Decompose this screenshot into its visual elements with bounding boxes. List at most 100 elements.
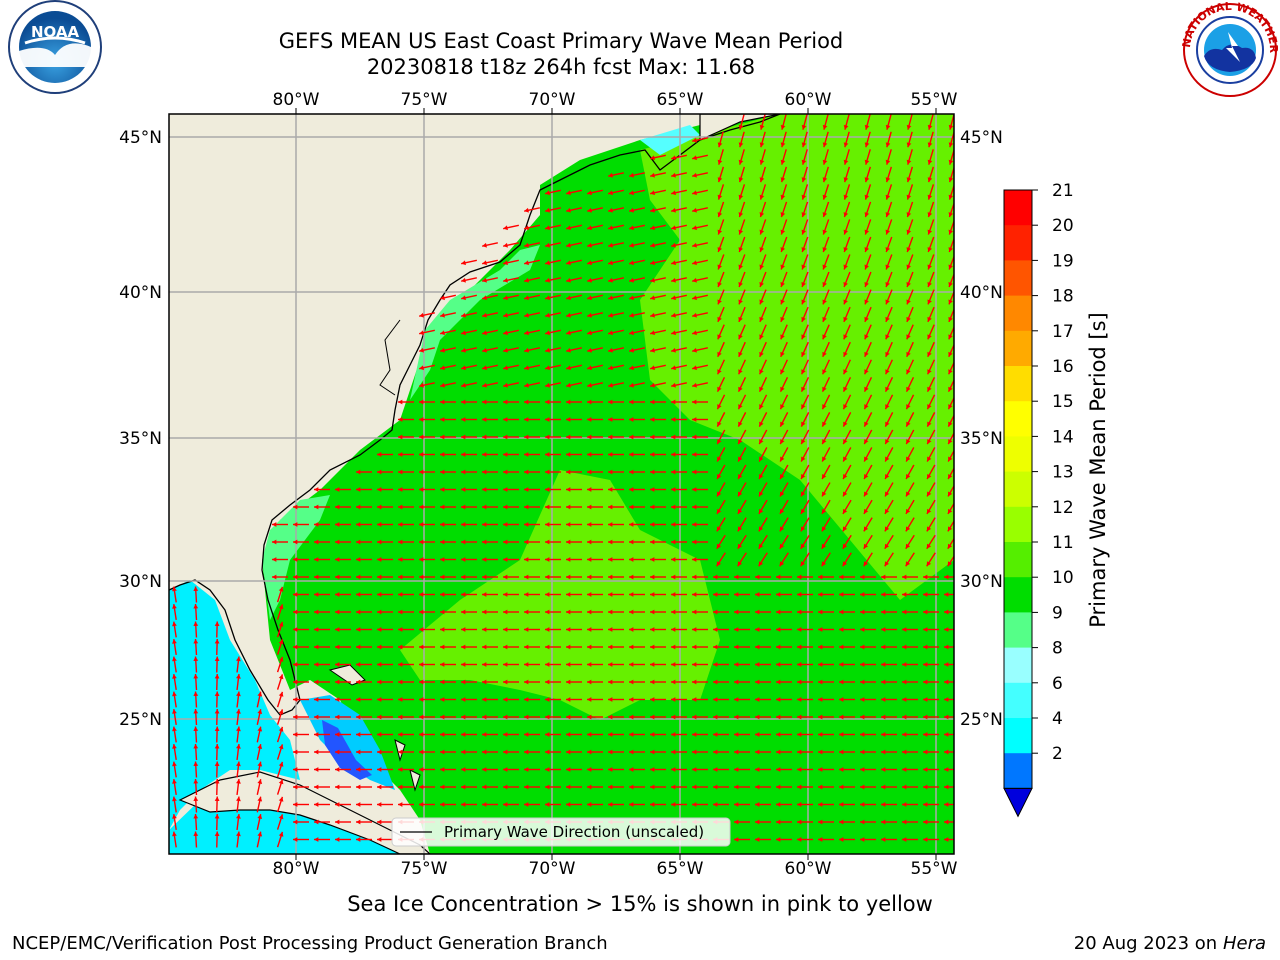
wave-arrow-head (902, 627, 907, 632)
wave-arrow-head (671, 207, 676, 213)
wave-arrow-head (314, 749, 319, 755)
wave-arrow-head (801, 316, 806, 322)
wave-arrow-head (864, 159, 870, 165)
wave-arrow-head (738, 264, 743, 270)
wave-arrow-head (524, 557, 529, 562)
wave-arrow-head (797, 679, 802, 685)
wave-arrow-head (293, 644, 298, 650)
wave-arrow-head (629, 242, 634, 248)
wave-arrow-head (734, 592, 739, 597)
wave-arrow-head (172, 586, 177, 592)
wave-arrow-head (818, 819, 823, 825)
wave-arrow-head (927, 194, 933, 200)
wave-arrow-head (257, 744, 263, 749)
map-frame (168, 113, 955, 855)
wave-arrow-head (860, 592, 865, 597)
wave-arrow-head (172, 674, 177, 679)
wave-arrow-head (377, 522, 382, 527)
wave-arrow-head (717, 491, 722, 497)
wave-arrow-head (881, 574, 886, 580)
wave-arrow-head (923, 837, 928, 842)
wave-arrow-head (356, 784, 361, 790)
wave-arrow-head (758, 526, 764, 532)
wave-arrow-head (948, 369, 953, 375)
wave-arrow-head (671, 487, 676, 492)
wave-arrow-head (440, 574, 445, 580)
wave-arrow-head (860, 732, 865, 737)
wave-arrow-head (524, 207, 529, 213)
wave-arrow-head (905, 561, 911, 567)
wave-arrow-head (864, 212, 870, 218)
wave-arrow-head (944, 609, 949, 615)
wave-arrow-head (566, 644, 571, 650)
wave-arrow-head (692, 522, 697, 527)
wave-arrow-head (257, 831, 263, 837)
wave-arrow-head (214, 796, 220, 801)
wave-arrow-head (377, 679, 382, 685)
wave-arrow-head (759, 386, 764, 392)
wave-arrow-head (738, 491, 743, 497)
wave-arrow-head (629, 469, 634, 475)
zone-long-period (640, 114, 954, 600)
wave-arrow-head (947, 561, 953, 567)
wave-arrow-head (314, 627, 319, 632)
wave-arrow-head (377, 732, 382, 737)
wave-arrow-head (482, 242, 487, 248)
wave-arrow-head (759, 404, 764, 410)
colorbar-tick-label: 19 (1052, 251, 1074, 271)
wave-arrow-head (440, 469, 445, 475)
wave-arrow-head (440, 697, 445, 702)
wave-arrow-head (822, 456, 827, 462)
colorbar-tick-label: 15 (1052, 392, 1074, 412)
wave-arrow-head (356, 749, 361, 755)
wave-arrow-head (948, 334, 953, 340)
wave-arrow-head (545, 784, 550, 790)
wave-arrow-head (842, 508, 848, 514)
wave-arrow-head (461, 522, 466, 527)
map-legend: Primary Wave Direction (unscaled) (391, 817, 731, 847)
wave-arrow-head (293, 714, 298, 720)
wave-arrow-head (692, 277, 697, 283)
wave-arrow-head (671, 627, 676, 632)
wave-arrow-head (566, 749, 571, 755)
wave-arrow-head (906, 212, 912, 218)
wave-arrow-head (759, 281, 764, 287)
wave-arrow-head (236, 779, 241, 784)
wave-arrow-head (566, 627, 571, 632)
wave-arrow-head (755, 749, 760, 755)
wave-arrow-head (482, 277, 487, 283)
wave-arrow-head (650, 312, 655, 318)
wave-arrow-head (650, 172, 655, 178)
wave-arrow-head (671, 155, 676, 161)
wave-arrow-head (398, 644, 403, 650)
wave-arrow-head (801, 473, 806, 479)
wave-arrow-head (214, 674, 220, 679)
wave-arrow-head (650, 399, 655, 405)
wave-arrow-head (335, 837, 340, 842)
wave-arrow-head (461, 802, 466, 807)
wave-arrow-head (587, 767, 592, 772)
wave-arrow-head (717, 281, 722, 287)
wave-arrow-head (759, 316, 764, 322)
wave-arrow-head (944, 802, 949, 807)
coastline (169, 114, 781, 716)
wave-arrow-head (545, 557, 550, 562)
wave-arrow-head (692, 434, 697, 440)
wave-arrow-head (671, 784, 676, 790)
wave-arrow-head (356, 767, 361, 772)
wave-arrow-head (839, 609, 844, 615)
wave-arrow-head (524, 452, 529, 457)
wave-arrow-head (608, 190, 613, 196)
wave-arrow-head (692, 382, 697, 388)
wave-arrow-head (377, 557, 382, 562)
wave-arrow-head (800, 526, 806, 532)
wave-arrow-head (461, 557, 466, 562)
wave-arrow-head (650, 767, 655, 772)
lon-label: 75°W (401, 859, 448, 879)
wave-arrow-head (335, 539, 340, 545)
wave-arrow-head (776, 662, 781, 667)
wave-arrow-head (650, 504, 655, 510)
wave-arrow-head (650, 260, 655, 266)
wave-arrow-head (759, 456, 764, 462)
wave-arrow-head (885, 247, 891, 253)
